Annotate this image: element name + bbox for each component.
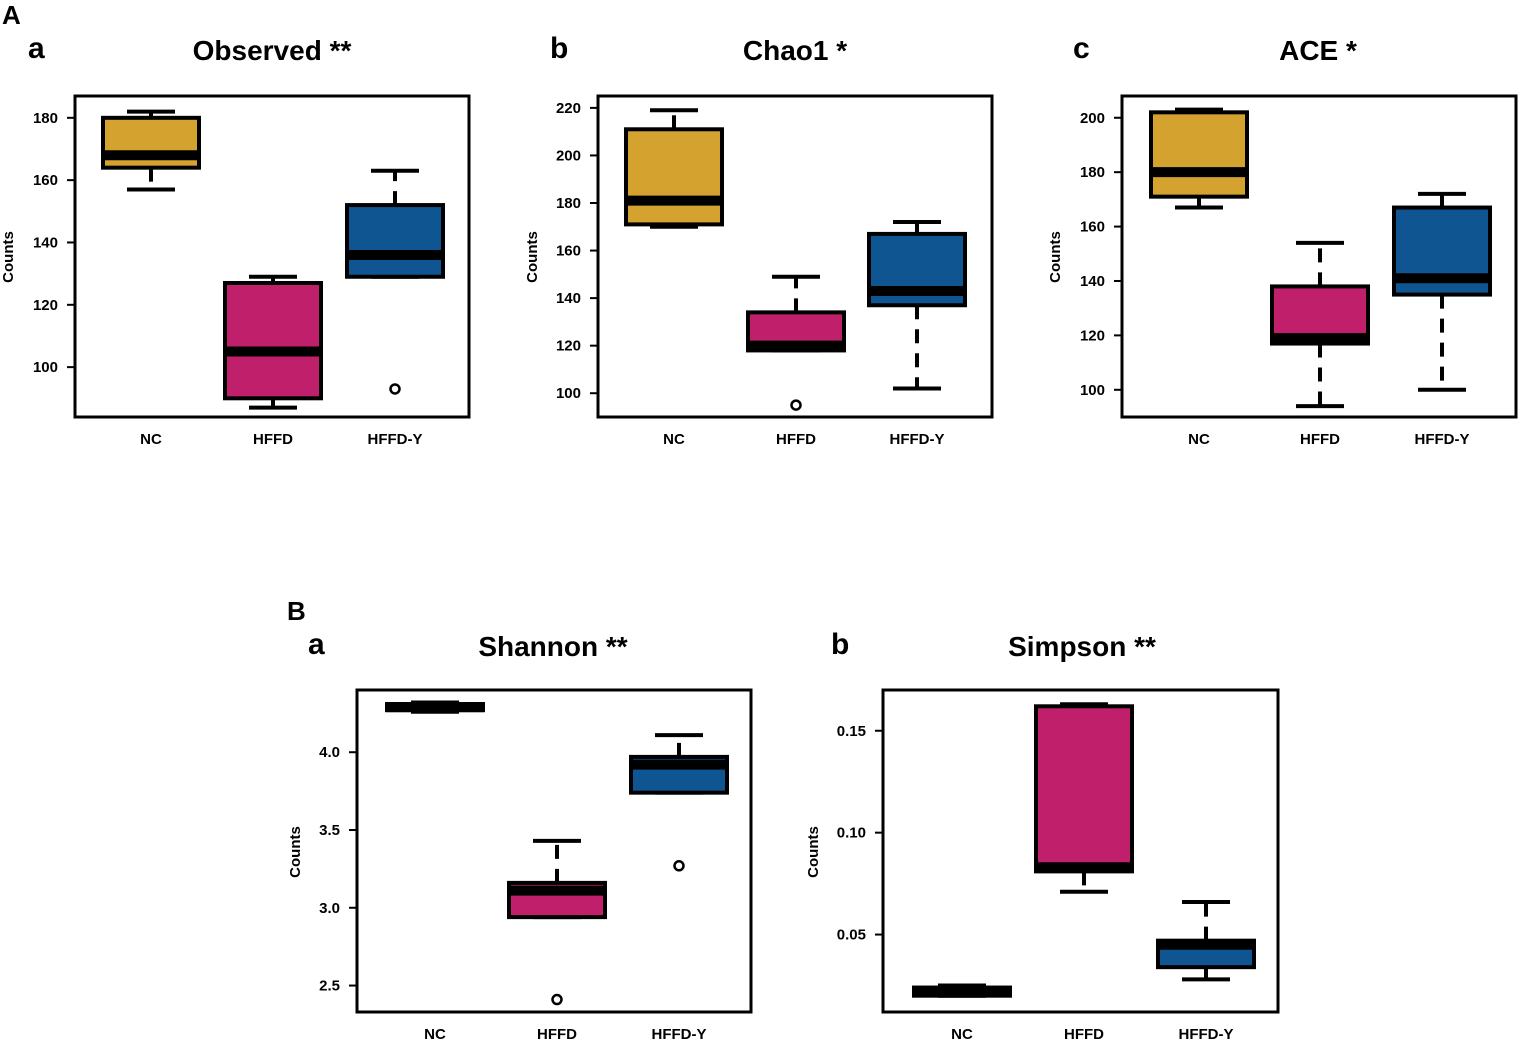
x-tick-label: HFFD-Y: [368, 431, 423, 448]
x-tick-label: NC: [663, 431, 685, 448]
y-tick-label: 2.5: [319, 978, 340, 995]
box-nc: [1149, 107, 1249, 210]
chart-title: Observed **: [193, 35, 352, 66]
y-tick-label: 100: [556, 385, 581, 402]
x-tick-label: NC: [951, 1026, 973, 1039]
plot-frame: [1120, 94, 1518, 419]
y-tick-label: 120: [556, 338, 581, 355]
box-hffd: [1034, 702, 1134, 894]
box-iqr: [223, 280, 323, 401]
box-nc: [385, 700, 485, 714]
y-tick-label: 180: [1080, 164, 1105, 181]
chart-title: Shannon **: [478, 631, 627, 662]
y-tick-label: 160: [1080, 219, 1105, 236]
y-tick-label: 180: [556, 195, 581, 212]
box-nc: [101, 109, 201, 192]
box-iqr: [1034, 704, 1134, 874]
chart-title: Simpson **: [1008, 631, 1156, 662]
box-hffd: [746, 274, 846, 411]
outlier-point: [790, 399, 802, 411]
box-hffd-y: [867, 220, 967, 391]
chart-title: ACE *: [1279, 35, 1357, 66]
x-tick-label: NC: [424, 1026, 446, 1039]
outlier-point: [551, 993, 563, 1006]
y-tick-label: 200: [556, 147, 581, 164]
y-tick-label: 180: [33, 110, 58, 127]
chart-sublabel: a: [308, 628, 325, 661]
y-axis-label: Counts: [0, 231, 17, 283]
chart-sublabel: b: [550, 32, 568, 65]
box-hffd: [223, 274, 323, 410]
chart-sublabel: c: [1073, 32, 1090, 65]
x-tick-label: HFFD-Y: [890, 431, 945, 448]
panel-label-A: A: [2, 0, 21, 30]
box-iqr: [345, 203, 445, 279]
y-tick-label: 140: [1080, 273, 1105, 290]
box-nc: [912, 983, 1012, 998]
chart-shannon: a Shannon ** Counts 2.5 3.0 3.5 4.0 NC HFFD HFFD-…: [287, 628, 753, 1039]
y-tick-label: 220: [556, 100, 581, 117]
charts-container: a Observed ** Counts 100 120 140 160 180 NC HFFD H…: [0, 32, 1518, 1039]
plot-frame: [73, 94, 471, 419]
box-hffd-y: [345, 168, 445, 395]
y-tick-label: 120: [33, 297, 58, 314]
chart-simpson: b Simpson ** Counts 0.05 0.10 0.15 NC HFFD HFFD-…: [805, 628, 1280, 1039]
y-axis-label: Counts: [1047, 231, 1064, 283]
plot-frame: [355, 688, 753, 1014]
box-hffd-y: [1392, 191, 1492, 392]
outlier-point: [673, 860, 685, 872]
y-tick-label: 160: [556, 243, 581, 260]
chart-observed: a Observed ** Counts 100 120 140 160 180 NC HFFD H…: [0, 32, 471, 448]
x-tick-label: NC: [140, 431, 162, 448]
y-tick-label: 0.15: [837, 723, 866, 740]
y-tick-label: 140: [33, 234, 58, 251]
y-tick-label: 3.5: [319, 822, 340, 839]
y-tick-label: 100: [33, 359, 58, 376]
x-tick-label: HFFD: [537, 1026, 577, 1039]
x-tick-label: HFFD-Y: [652, 1026, 707, 1039]
x-tick-label: HFFD-Y: [1179, 1026, 1234, 1039]
y-tick-label: 4.0: [319, 744, 340, 761]
box-hffd: [1270, 240, 1370, 409]
outlier-point: [389, 383, 401, 395]
x-tick-label: HFFD: [1064, 1026, 1104, 1039]
x-tick-label: HFFD: [253, 431, 293, 448]
box-iqr: [1149, 110, 1249, 199]
x-tick-label: NC: [1188, 431, 1210, 448]
x-tick-label: HFFD: [776, 431, 816, 448]
plot-frame: [596, 94, 994, 419]
y-axis-label: Counts: [287, 826, 304, 878]
chart-sublabel: b: [831, 628, 849, 661]
y-tick-label: 120: [1080, 327, 1105, 344]
y-tick-label: 140: [556, 290, 581, 307]
box-nc: [624, 108, 724, 229]
y-tick-label: 3.0: [319, 900, 340, 917]
chart-sublabel: a: [28, 32, 45, 65]
box-iqr: [624, 127, 724, 227]
panel-label-B: B: [287, 596, 306, 626]
y-tick-label: 200: [1080, 110, 1105, 127]
y-axis-label: Counts: [524, 231, 541, 283]
y-axis-label: Counts: [805, 826, 822, 878]
chart-chao1: b Chao1 * Counts 100 120 140 160 180 200 220 NC HFF…: [524, 32, 994, 448]
y-tick-label: 100: [1080, 382, 1105, 399]
y-tick-label: 0.10: [837, 825, 866, 842]
plot-frame: [881, 688, 1280, 1014]
chart-ace: c ACE * Counts 100 120 140 160 180 200 NC HFFD HFFD…: [1047, 32, 1518, 448]
box-hffd-y: [1156, 899, 1256, 982]
x-tick-label: HFFD-Y: [1415, 431, 1470, 448]
box-hffd: [507, 838, 607, 1006]
box-hffd-y: [629, 733, 729, 872]
y-tick-label: 160: [33, 172, 58, 189]
chart-title: Chao1 *: [743, 35, 847, 66]
y-tick-label: 0.05: [837, 927, 866, 944]
x-tick-label: HFFD: [1300, 431, 1340, 448]
